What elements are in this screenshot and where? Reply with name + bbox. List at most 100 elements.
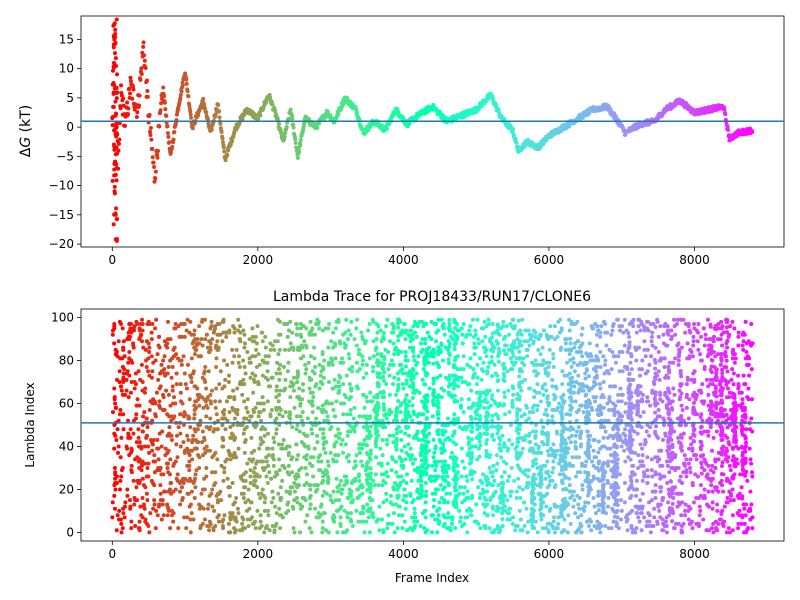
lambda-point — [333, 453, 338, 458]
delta-g-point — [178, 96, 183, 101]
lambda-point — [485, 489, 490, 494]
lambda-point — [469, 513, 474, 518]
lambda-point — [129, 380, 134, 385]
lambda-point — [150, 481, 155, 485]
lambda-point — [722, 407, 727, 412]
lambda-point — [392, 375, 397, 380]
delta-g-point — [165, 131, 170, 136]
lambda-point — [381, 500, 386, 505]
lambda-point — [642, 474, 647, 479]
lambda-point — [137, 326, 142, 331]
lambda-point — [558, 453, 563, 458]
lambda-point — [748, 457, 753, 462]
delta-g-point — [128, 79, 133, 84]
lambda-point — [619, 392, 624, 397]
lambda-point — [347, 356, 352, 361]
delta-g-point — [112, 37, 117, 42]
lambda-point — [508, 367, 513, 372]
lambda-trace-plot-frame — [80, 308, 785, 542]
lambda-point — [658, 476, 663, 481]
lambda-point — [265, 399, 270, 404]
lambda-point — [647, 513, 652, 518]
lambda-point — [145, 498, 150, 503]
lambda-point — [414, 362, 419, 367]
lambda-point — [746, 508, 751, 513]
lambda-point — [512, 478, 517, 483]
lambda-point — [178, 390, 183, 395]
lambda-point — [483, 397, 488, 402]
lambda-point — [277, 412, 282, 417]
delta-g-point — [490, 96, 495, 101]
lambda-point — [112, 341, 117, 346]
lambda-point — [359, 459, 364, 464]
lambda-point — [736, 496, 741, 501]
delta-g-point — [112, 173, 117, 178]
lambda-point — [208, 392, 213, 397]
delta-g-point — [209, 127, 214, 132]
lambda-point — [635, 487, 640, 492]
lambda-point — [304, 367, 309, 372]
lambda-point — [235, 386, 240, 391]
delta-g-y-axis-label: ΔG (kT) — [18, 105, 34, 157]
lambda-point — [189, 448, 194, 453]
lambda-point — [648, 403, 653, 408]
lambda-point — [274, 384, 279, 389]
lambda-point — [143, 386, 148, 391]
delta-g-point — [115, 72, 120, 77]
lambda-point — [552, 337, 557, 342]
lambda-point — [121, 427, 126, 432]
delta-g-point — [118, 106, 123, 111]
lambda-point — [460, 459, 465, 464]
lambda-point — [574, 455, 579, 460]
lambda-point — [308, 377, 313, 382]
lambda-point — [683, 502, 688, 507]
lambda-point — [400, 526, 405, 531]
lambda-point — [416, 438, 421, 443]
lambda-point — [666, 386, 671, 391]
lambda-point — [368, 390, 373, 395]
lambda-point — [443, 345, 448, 350]
lambda-point — [525, 347, 530, 352]
lambda-point — [410, 418, 415, 423]
lambda-point — [629, 526, 634, 531]
lambda-point — [736, 334, 741, 339]
lambda-point — [376, 324, 381, 329]
lambda-point — [711, 470, 716, 475]
lambda-point — [151, 506, 156, 511]
lambda-point — [178, 431, 183, 436]
lambda-point — [245, 461, 250, 466]
lambda-point — [221, 517, 226, 522]
lambda-point — [545, 459, 550, 464]
lambda-point — [347, 367, 352, 372]
lambda-point — [205, 523, 210, 528]
lambda-point — [117, 369, 122, 374]
lambda-point — [386, 367, 391, 372]
lambda-point — [726, 526, 731, 531]
lambda-point — [606, 496, 611, 501]
lambda-point — [431, 474, 436, 479]
lambda-point — [586, 523, 591, 528]
lambda-point — [273, 504, 278, 509]
delta-g-point — [315, 125, 320, 130]
lambda-point — [116, 418, 121, 423]
lambda-point — [632, 472, 637, 477]
lambda-point — [662, 356, 667, 361]
lambda-point — [691, 343, 696, 348]
lambda-point — [706, 429, 711, 434]
lambda-point — [450, 330, 455, 335]
lambda-point — [276, 491, 281, 496]
lambda-point — [334, 459, 339, 464]
lambda-point — [300, 410, 305, 415]
lambda-point — [535, 530, 540, 535]
lambda-point — [476, 337, 481, 342]
lambda-point — [304, 481, 309, 485]
lambda-point — [362, 405, 367, 410]
lambda-point — [710, 489, 715, 494]
lambda-point — [447, 438, 452, 443]
lambda-point — [587, 341, 592, 346]
lambda-point — [466, 435, 471, 440]
lambda-point — [676, 362, 681, 367]
lambda-point — [684, 405, 689, 410]
lambda-point — [681, 317, 686, 322]
lambda-point — [715, 502, 720, 507]
